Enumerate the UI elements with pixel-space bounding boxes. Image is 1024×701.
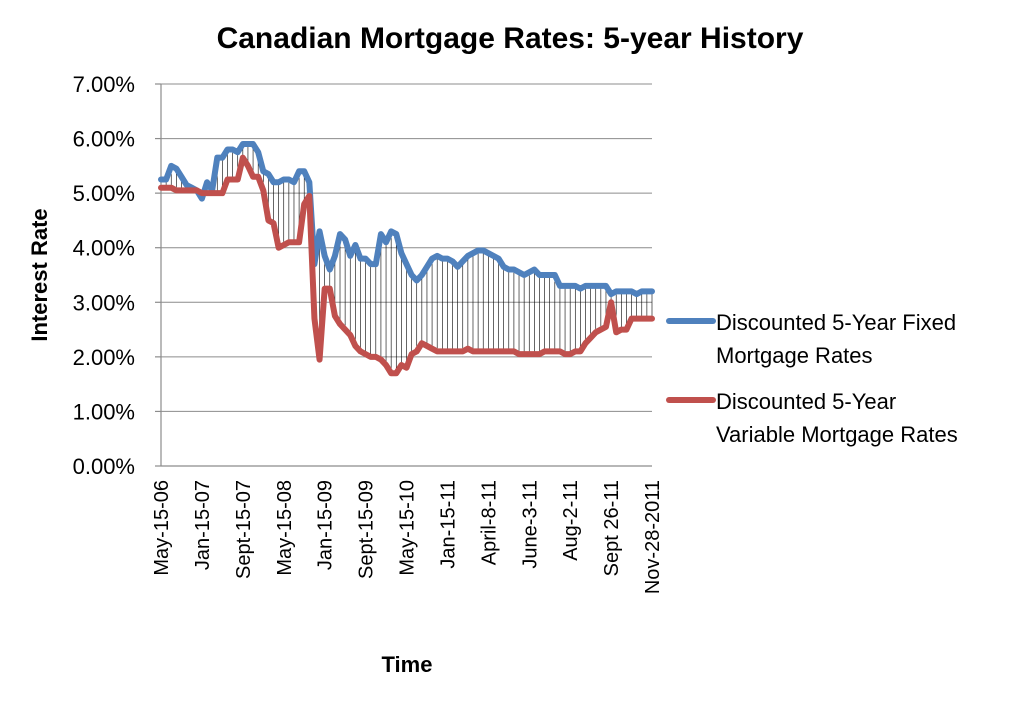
x-tick-label: Jan-15-07 — [192, 480, 214, 570]
y-tick-label: 4.00% — [73, 236, 135, 261]
x-tick-label: Sept 26-11 — [601, 480, 623, 576]
y-tick-label: 5.00% — [73, 181, 135, 206]
chart-title: Canadian Mortgage Rates: 5-year History — [217, 22, 804, 55]
x-tick-label: Sept-15-09 — [356, 480, 378, 579]
fixed-rate-series-line — [158, 141, 655, 298]
y-axis-title: Interest Rate — [27, 208, 52, 341]
x-tick-label: Jan-15-11 — [437, 480, 459, 569]
x-axis-title: Time — [382, 652, 433, 677]
x-tick-label: Jan-15-09 — [315, 480, 337, 570]
y-tick-labels: 0.00% 1.00% 2.00% 3.00% 4.00% 5.00% 6.00% 7.00% — [73, 72, 135, 479]
series-lines — [158, 141, 655, 377]
x-tick-label: May-15-06 — [151, 480, 173, 576]
y-tick-label: 3.00% — [73, 290, 135, 315]
x-tick-label: Aug-2-11 — [560, 480, 582, 561]
x-tick-label: Nov-28-2011 — [642, 480, 664, 594]
legend-entry: Discounted 5-Year Fixed Mortgage Rates — [716, 310, 956, 368]
variable-rate-series-line — [158, 154, 655, 377]
x-tick-label: June-3-11 — [519, 480, 541, 569]
x-tick-label: May-15-08 — [274, 480, 296, 576]
y-tick-label: 6.00% — [73, 127, 135, 152]
x-tick-labels: May-15-06 Jan-15-07 Sept-15-07 May-15-08 Jan… — [151, 480, 664, 594]
legend-entry: Discounted 5-Year Variable Mortgage Rates — [716, 389, 958, 447]
y-tick-label: 7.00% — [73, 72, 135, 97]
y-tick-label: 1.00% — [73, 399, 135, 424]
y-tick-label: 0.00% — [73, 454, 135, 479]
axes — [155, 83, 652, 467]
y-tick-label: 2.00% — [73, 345, 135, 370]
x-tick-label: May-15-10 — [397, 480, 419, 576]
x-tick-label: April-8-11 — [478, 480, 500, 565]
legend: Discounted 5-Year Fixed Mortgage Rates Dis… — [666, 310, 958, 447]
x-tick-label: Sept-15-07 — [233, 480, 255, 579]
